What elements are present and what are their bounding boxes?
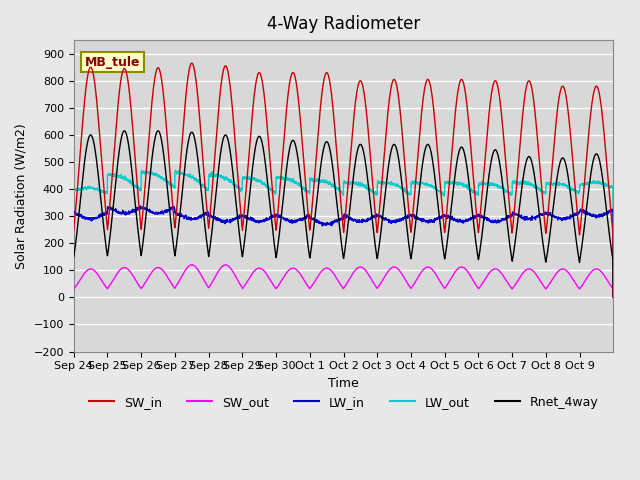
X-axis label: Time: Time <box>328 377 359 390</box>
Legend: SW_in, SW_out, LW_in, LW_out, Rnet_4way: SW_in, SW_out, LW_in, LW_out, Rnet_4way <box>84 391 604 414</box>
Title: 4-Way Radiometer: 4-Way Radiometer <box>267 15 420 33</box>
Y-axis label: Solar Radiation (W/m2): Solar Radiation (W/m2) <box>15 123 28 269</box>
Text: MB_tule: MB_tule <box>84 56 140 69</box>
